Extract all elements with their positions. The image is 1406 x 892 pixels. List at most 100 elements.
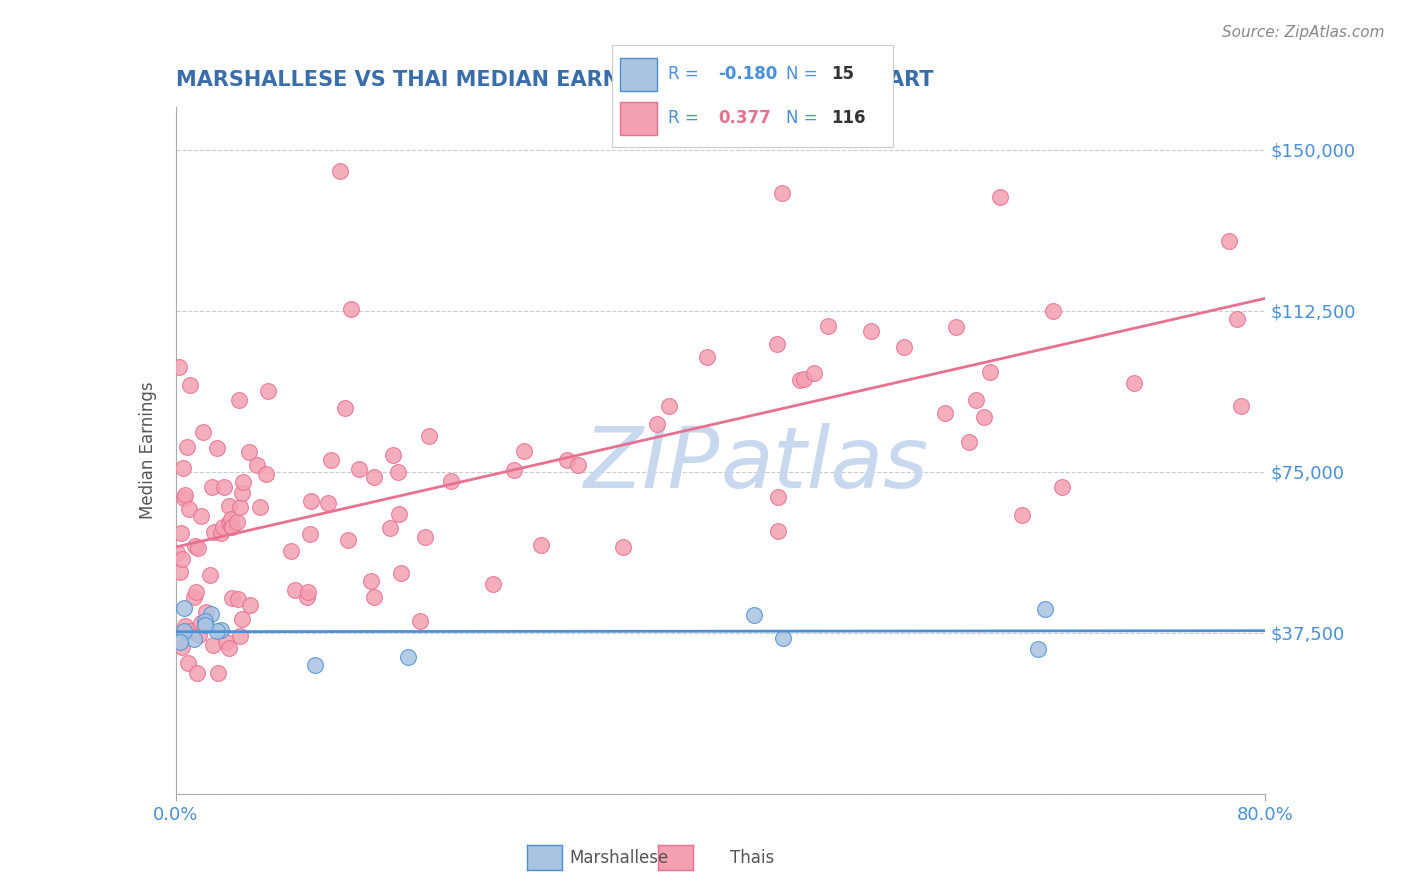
- Point: [378, 521, 401, 535]
- Text: 116: 116: [831, 110, 866, 128]
- Point: [169, 565, 191, 579]
- Point: [304, 658, 326, 673]
- Point: [336, 533, 359, 548]
- Point: [347, 462, 370, 476]
- Point: [201, 480, 224, 494]
- Point: [363, 469, 385, 483]
- Y-axis label: Median Earnings: Median Earnings: [139, 382, 157, 519]
- Point: [209, 623, 232, 637]
- Point: [173, 491, 195, 505]
- Point: [173, 488, 195, 502]
- Point: [190, 616, 212, 631]
- Point: [231, 611, 253, 625]
- Point: [205, 624, 228, 638]
- Point: [413, 530, 436, 544]
- Bar: [620, 102, 657, 135]
- Point: [211, 520, 233, 534]
- Point: [191, 425, 214, 439]
- Point: [205, 441, 228, 455]
- Point: [219, 512, 242, 526]
- Point: [280, 544, 302, 558]
- Point: [249, 500, 271, 515]
- Point: [190, 508, 212, 523]
- Point: [503, 463, 526, 477]
- Point: [612, 541, 634, 555]
- Point: [297, 591, 319, 605]
- Point: [1033, 602, 1056, 616]
- Point: [284, 582, 307, 597]
- Point: [765, 336, 787, 351]
- Point: [215, 635, 238, 649]
- Point: [793, 372, 815, 386]
- Point: [1011, 508, 1033, 523]
- Bar: [620, 58, 657, 91]
- Point: [299, 527, 322, 541]
- Point: [440, 474, 463, 488]
- Text: atlas: atlas: [721, 423, 928, 506]
- Point: [254, 467, 277, 482]
- Text: MARSHALLESE VS THAI MEDIAN EARNINGS CORRELATION CHART: MARSHALLESE VS THAI MEDIAN EARNINGS CORR…: [176, 70, 934, 90]
- Point: [945, 320, 967, 334]
- Point: [170, 526, 193, 541]
- Text: R =: R =: [668, 65, 704, 83]
- Point: [184, 585, 207, 599]
- Point: [218, 516, 240, 530]
- Point: [214, 480, 236, 494]
- Text: Marshallese: Marshallese: [569, 849, 668, 867]
- Point: [768, 491, 790, 505]
- Point: [179, 378, 201, 392]
- Point: [301, 494, 323, 508]
- Point: [219, 519, 242, 533]
- Point: [207, 665, 229, 680]
- Point: [696, 350, 718, 364]
- Point: [195, 605, 218, 619]
- Text: 0.377: 0.377: [718, 110, 772, 128]
- Point: [297, 584, 319, 599]
- Point: [221, 520, 243, 534]
- Point: [172, 640, 194, 654]
- Point: [194, 614, 217, 628]
- Text: 15: 15: [831, 65, 853, 83]
- Point: [965, 392, 987, 407]
- Point: [979, 365, 1001, 379]
- Text: Thais: Thais: [730, 849, 775, 867]
- Text: ZIP: ZIP: [585, 423, 721, 506]
- Point: [530, 538, 553, 552]
- Point: [218, 641, 240, 656]
- Point: [333, 401, 356, 416]
- Point: [339, 301, 361, 316]
- Point: [329, 164, 352, 178]
- Point: [555, 452, 578, 467]
- Point: [772, 631, 794, 645]
- Point: [184, 539, 207, 553]
- Point: [1042, 304, 1064, 318]
- Point: [257, 384, 280, 398]
- Text: N =: N =: [786, 65, 823, 83]
- Point: [396, 649, 419, 664]
- Point: [1050, 480, 1073, 494]
- Point: [744, 607, 766, 622]
- Point: [221, 591, 243, 605]
- Point: [990, 190, 1012, 204]
- Text: R =: R =: [668, 110, 704, 128]
- Point: [418, 428, 440, 442]
- Point: [202, 638, 225, 652]
- Point: [179, 502, 201, 516]
- Point: [170, 552, 193, 566]
- Point: [388, 507, 411, 521]
- Point: [177, 657, 200, 671]
- Point: [893, 340, 915, 354]
- Point: [232, 475, 254, 490]
- Point: [766, 524, 789, 539]
- Point: [1218, 234, 1240, 248]
- Point: [409, 614, 432, 628]
- Point: [381, 448, 404, 462]
- Text: -0.180: -0.180: [718, 65, 778, 83]
- Point: [166, 546, 188, 560]
- Point: [770, 186, 793, 200]
- Point: [482, 577, 505, 591]
- Point: [316, 496, 339, 510]
- Point: [172, 461, 194, 475]
- Point: [194, 618, 217, 632]
- Point: [174, 619, 197, 633]
